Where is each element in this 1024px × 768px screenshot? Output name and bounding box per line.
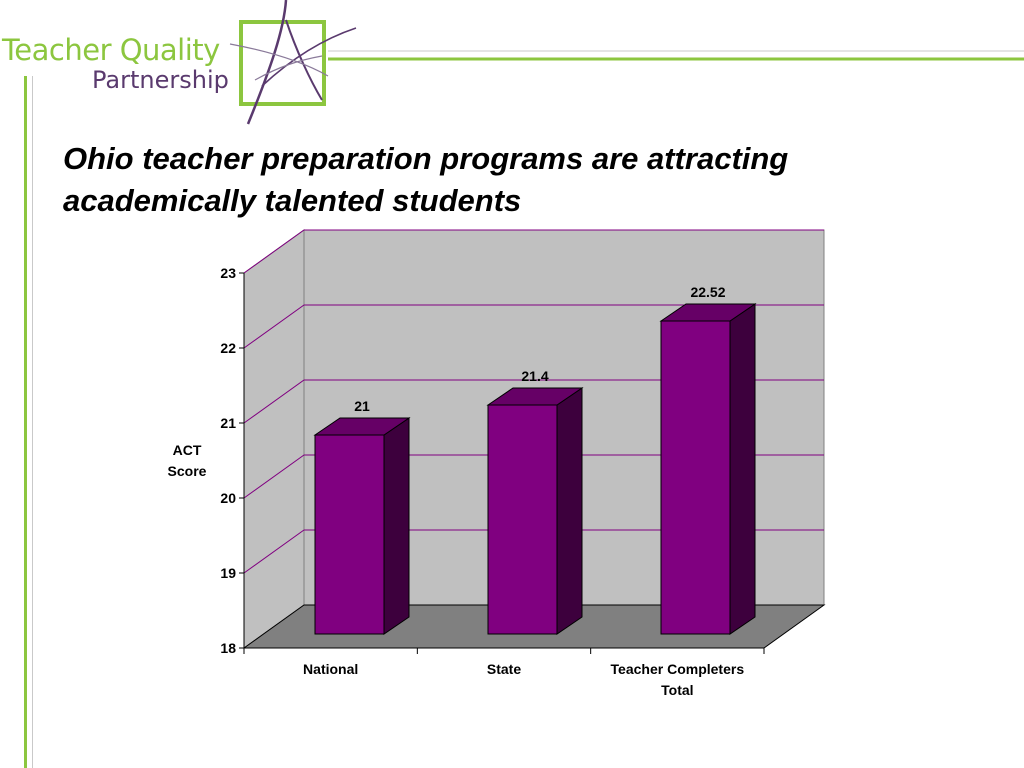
left-accent-rule-thin: [32, 76, 33, 768]
data-label: 22.52: [690, 284, 725, 300]
x-category-label: State: [487, 661, 521, 677]
x-category-label: Teacher Completers: [611, 661, 745, 677]
gridline: [243, 304, 824, 349]
y-tick-label: 19: [220, 565, 236, 581]
data-label: 21: [354, 398, 370, 414]
logo-mark-icon: [229, 0, 1024, 125]
logo: Teacher Quality Partnership: [0, 0, 1024, 130]
y-tick-label: 18: [220, 640, 236, 656]
bar: [487, 404, 558, 635]
y-axis-label: ACT: [173, 442, 202, 458]
x-category-label: National: [303, 661, 358, 677]
data-label: 21.4: [521, 368, 548, 384]
slide-title-line-2: academically talented students: [63, 183, 522, 218]
y-tick-label: 22: [220, 340, 236, 356]
slide-title: Ohio teacher preparation programs are at…: [63, 138, 963, 222]
y-tick-label: 21: [220, 415, 236, 431]
gridline: [243, 229, 824, 274]
y-axis-label: Score: [168, 463, 207, 479]
bar: [314, 434, 385, 635]
bar-side: [383, 417, 410, 635]
bar: [660, 320, 731, 635]
y-tick-label: 23: [220, 265, 236, 281]
bar-side: [556, 387, 583, 635]
y-tick-label: 20: [220, 490, 236, 506]
gridline: [243, 379, 824, 424]
chart-side-wall: [243, 229, 305, 649]
slide-title-line-1: Ohio teacher preparation programs are at…: [63, 141, 789, 176]
logo-text-teacher-quality: Teacher Quality: [2, 33, 220, 67]
gridline: [243, 454, 824, 499]
gridline: [243, 529, 824, 574]
logo-text-partnership: Partnership: [92, 66, 229, 94]
x-category-label: Total: [661, 682, 693, 698]
left-accent-rule: [24, 76, 27, 768]
bar-side: [729, 303, 756, 635]
